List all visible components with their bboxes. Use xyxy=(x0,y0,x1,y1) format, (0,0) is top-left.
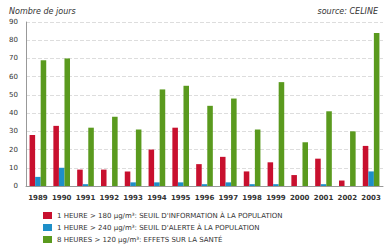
svg-text:2003: 2003 xyxy=(361,194,381,202)
svg-text:1997: 1997 xyxy=(219,194,239,202)
svg-text:60: 60 xyxy=(9,73,18,81)
svg-text:1996: 1996 xyxy=(195,194,215,202)
svg-text:1 HEURE > 240 µg/m³: SEUIL D'A: 1 HEURE > 240 µg/m³: SEUIL D'ALERTE À LA… xyxy=(57,223,260,232)
svg-text:1990: 1990 xyxy=(52,194,72,202)
svg-text:1999: 1999 xyxy=(266,194,286,202)
svg-text:90: 90 xyxy=(9,18,18,26)
svg-text:40: 40 xyxy=(9,109,18,117)
svg-text:2002: 2002 xyxy=(338,194,358,202)
svg-text:Nombre de jours: Nombre de jours xyxy=(9,7,76,16)
svg-text:source: CELINE: source: CELINE xyxy=(318,7,379,16)
svg-text:2000: 2000 xyxy=(290,194,310,202)
svg-text:1991: 1991 xyxy=(76,194,96,202)
svg-text:1995: 1995 xyxy=(171,194,191,202)
svg-text:1989: 1989 xyxy=(28,194,48,202)
svg-text:50: 50 xyxy=(9,91,18,99)
svg-text:1994: 1994 xyxy=(147,194,167,202)
svg-text:1992: 1992 xyxy=(100,194,120,202)
svg-text:2001: 2001 xyxy=(314,194,334,202)
svg-text:20: 20 xyxy=(9,146,18,154)
svg-text:70: 70 xyxy=(9,54,18,62)
svg-text:30: 30 xyxy=(9,127,18,135)
svg-text:80: 80 xyxy=(9,36,18,44)
svg-text:1993: 1993 xyxy=(123,194,143,202)
svg-text:1998: 1998 xyxy=(242,194,262,202)
svg-text:8 HEURES > 120 µg/m³: EFFETS S: 8 HEURES > 120 µg/m³: EFFETS SUR LA SANT… xyxy=(57,235,222,244)
svg-text:0: 0 xyxy=(14,182,18,190)
svg-text:10: 10 xyxy=(9,164,18,172)
svg-text:1 HEURE > 180 µg/m³: SEUIL D'I: 1 HEURE > 180 µg/m³: SEUIL D'INFORMATION… xyxy=(57,211,283,220)
